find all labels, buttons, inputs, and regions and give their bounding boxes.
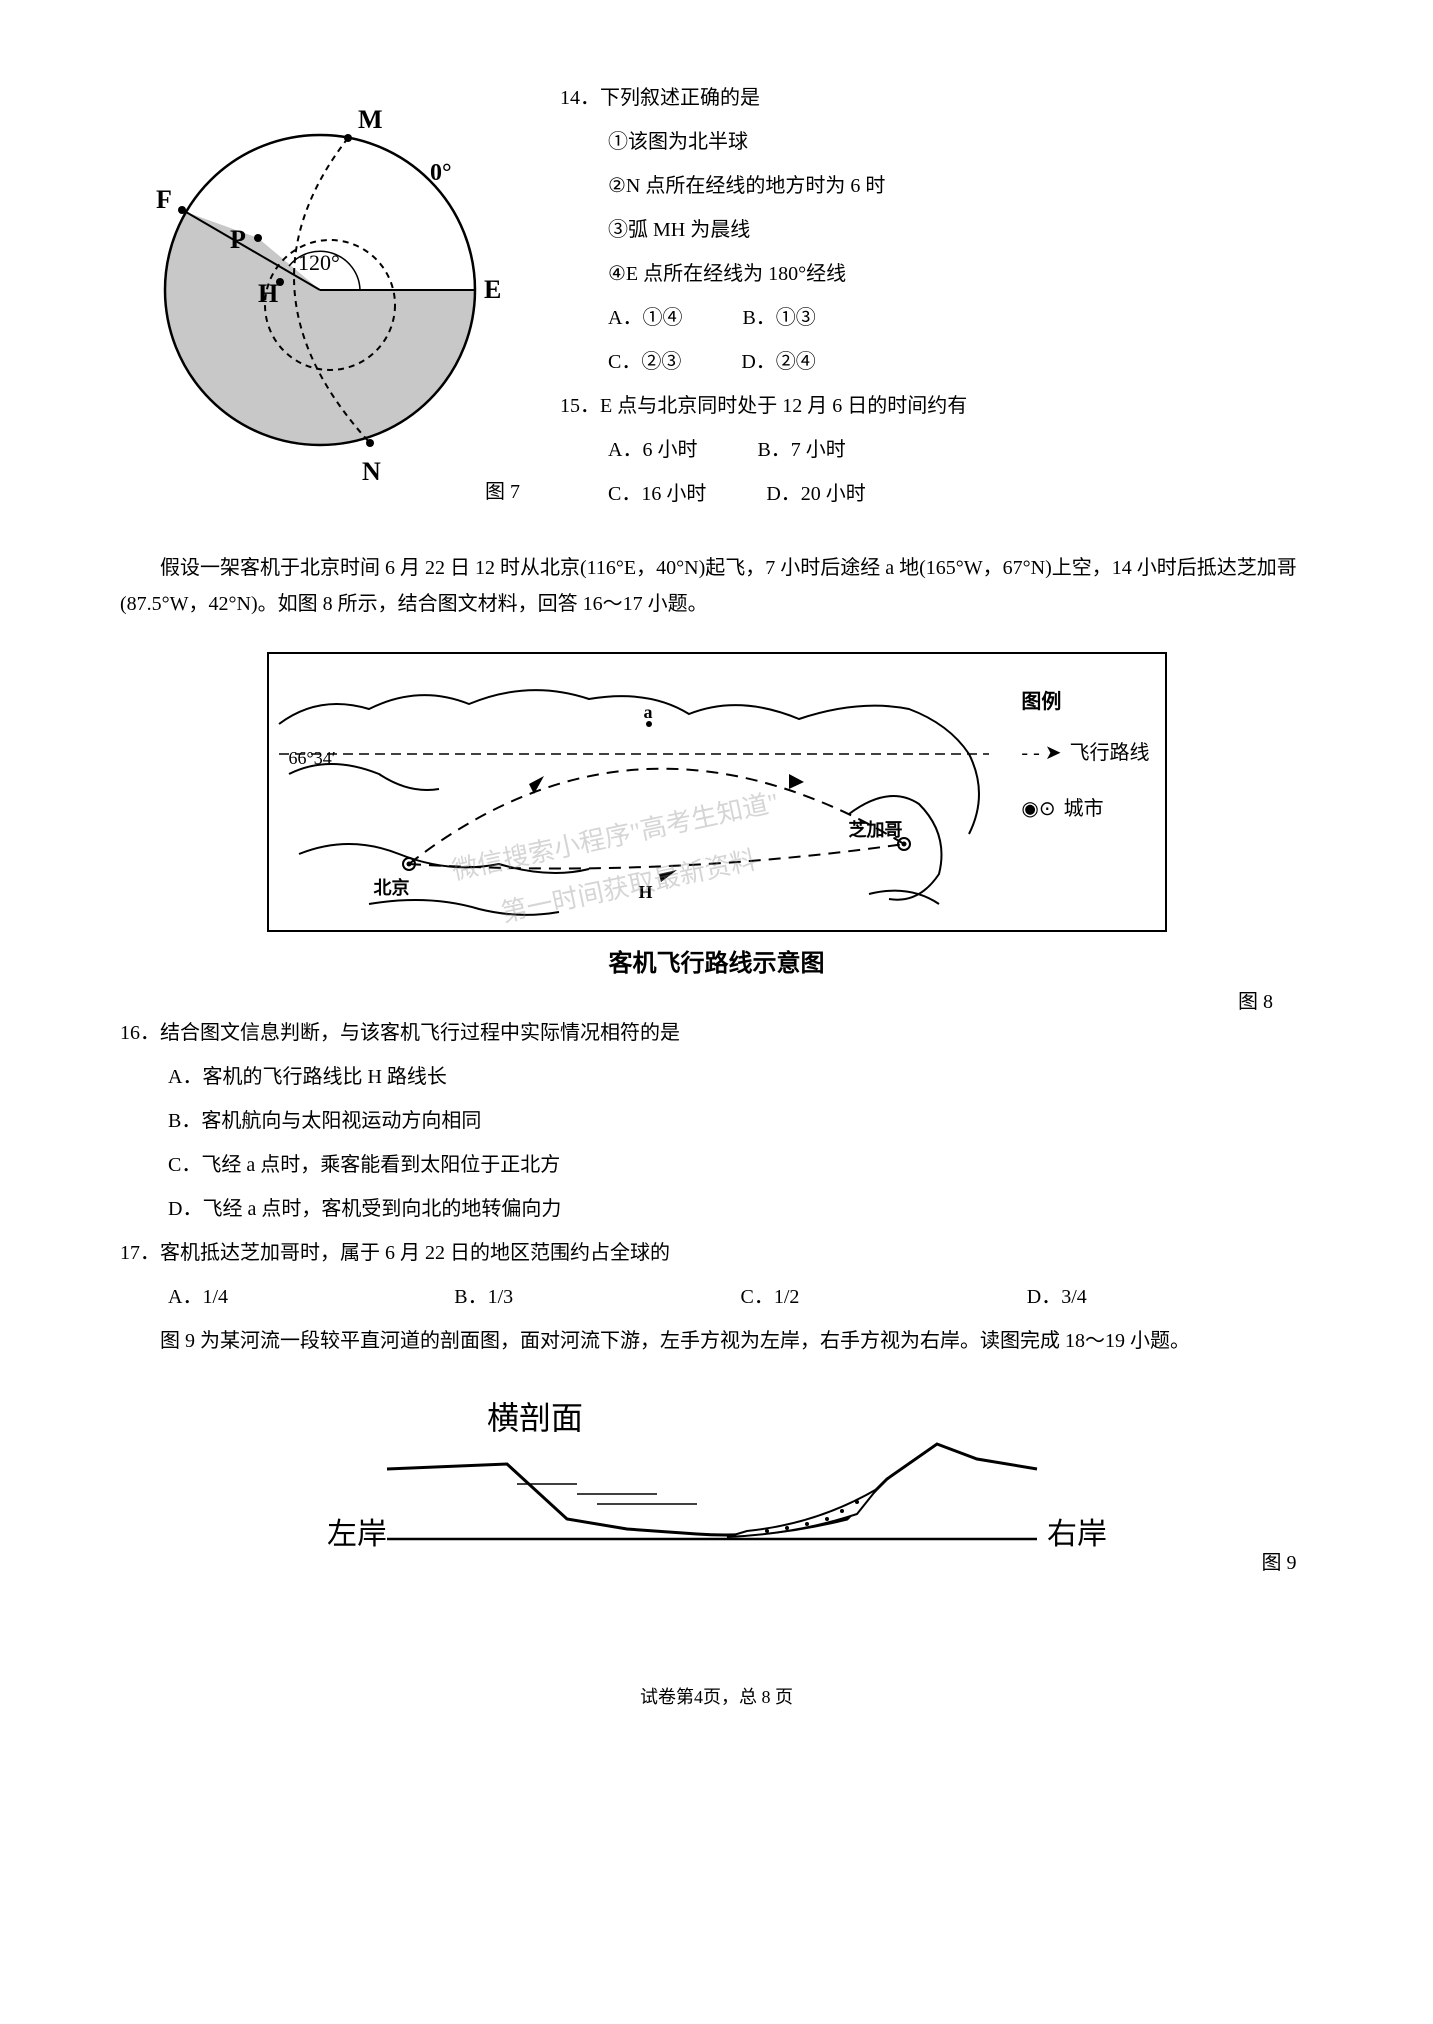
figure-8-title: 客机飞行路线示意图 xyxy=(120,942,1313,985)
svg-text:左岸: 左岸 xyxy=(327,1518,387,1551)
figure-9-container: 横剖面 左岸 右岸 图 9 xyxy=(317,1389,1117,1601)
q14-sub4: ④E 点所在经线为 180°经线 xyxy=(560,256,1313,292)
q17-option-b: B．1/3 xyxy=(454,1279,740,1315)
map-route-h: H xyxy=(639,876,653,908)
q14-option-d: D．②④ xyxy=(741,344,815,380)
q17-stem: 17．客机抵达芝加哥时，属于 6 月 22 日的地区范围约占全球的 xyxy=(120,1235,1313,1271)
q14-sub1: ①该图为北半球 xyxy=(560,124,1313,160)
page-footer: 试卷第4页，总 8 页 xyxy=(120,1681,1313,1713)
figure-7-diagram: M F P H E N 0° 120° xyxy=(120,80,520,500)
q16-stem-text: 结合图文信息判断，与该客机飞行过程中实际情况相符的是 xyxy=(160,1022,680,1044)
q15-stem: 15．E 点与北京同时处于 12 月 6 日的时间约有 xyxy=(560,388,1313,424)
map-lat-label: 66°34′ xyxy=(289,742,336,774)
svg-text:F: F xyxy=(156,185,172,214)
figure-7-container: M F P H E N 0° 120° 图 7 xyxy=(120,80,540,520)
legend-title: 图例 xyxy=(1021,684,1149,720)
legend-route-label: 飞行路线 xyxy=(1070,735,1150,771)
map-city-chicago: 芝加哥 xyxy=(849,814,903,846)
q14-option-c: C．②③ xyxy=(608,344,681,380)
q15-option-c: C．16 小时 xyxy=(608,476,706,512)
q14-sub2: ②N 点所在经线的地方时为 6 时 xyxy=(560,168,1313,204)
fig9-title-text: 横剖面 xyxy=(487,1400,583,1436)
q14-stem: 14．下列叙述正确的是 xyxy=(560,80,1313,116)
map-legend: 图例 - - ➤ 飞行路线 ◉⊙ 城市 xyxy=(1021,684,1149,847)
q14-option-a: A．①④ xyxy=(608,300,682,336)
q16-option-d: D．飞经 a 点时，客机受到向北的地转偏向力 xyxy=(120,1191,1313,1227)
q17-option-a: A．1/4 xyxy=(168,1279,454,1315)
q15-option-a: A．6 小时 xyxy=(608,432,697,468)
q14-sub3: ③弧 MH 为晨线 xyxy=(560,212,1313,248)
figure-7-label: 图 7 xyxy=(485,474,520,510)
q14-option-b: B．①③ xyxy=(742,300,815,336)
q14-number: 14． xyxy=(560,87,600,109)
figure-9-svg: 横剖面 左岸 右岸 xyxy=(317,1389,1117,1589)
svg-text:120°: 120° xyxy=(298,250,340,275)
svg-text:H: H xyxy=(258,279,278,308)
svg-text:E: E xyxy=(484,275,501,304)
svg-text:P: P xyxy=(230,225,246,254)
svg-text:N: N xyxy=(362,457,381,486)
q15-number: 15． xyxy=(560,395,600,417)
figure-8-map: 66°34′ a 北京 芝加哥 H 图例 - - ➤ 飞行路线 ◉⊙ 城市 微信… xyxy=(267,652,1167,932)
legend-city-label: 城市 xyxy=(1064,791,1104,827)
figure-8-label: 图 8 xyxy=(1238,984,1273,1020)
q15-stem-text: E 点与北京同时处于 12 月 6 日的时间约有 xyxy=(600,395,967,417)
q16-option-b: B．客机航向与太阳视运动方向相同 xyxy=(120,1103,1313,1139)
q15-option-b: B．7 小时 xyxy=(757,432,845,468)
q16-option-c: C．飞经 a 点时，乘客能看到太阳位于正北方 xyxy=(120,1147,1313,1183)
q16-option-a: A．客机的飞行路线比 H 路线长 xyxy=(120,1059,1313,1095)
q16-stem: 16．结合图文信息判断，与该客机飞行过程中实际情况相符的是 xyxy=(120,1015,1313,1051)
svg-text:右岸: 右岸 xyxy=(1047,1518,1107,1551)
figure-9-label: 图 9 xyxy=(1262,1545,1297,1581)
q15-option-d: D．20 小时 xyxy=(766,476,865,512)
passage-2: 假设一架客机于北京时间 6 月 22 日 12 时从北京(116°E，40°N)… xyxy=(120,550,1313,622)
q16-number: 16． xyxy=(120,1022,160,1044)
legend-route-icon: - - ➤ xyxy=(1021,735,1061,771)
q14-stem-text: 下列叙述正确的是 xyxy=(600,87,760,109)
svg-text:0°: 0° xyxy=(430,160,452,186)
map-point-a: a xyxy=(644,696,653,728)
svg-text:M: M xyxy=(358,105,383,134)
q17-stem-text: 客机抵达芝加哥时，属于 6 月 22 日的地区范围约占全球的 xyxy=(160,1242,670,1264)
q17-number: 17． xyxy=(120,1242,160,1264)
passage-3: 图 9 为某河流一段较平直河道的剖面图，面对河流下游，左手方视为左岸，右手方视为… xyxy=(120,1323,1313,1359)
map-city-beijing: 北京 xyxy=(374,872,410,904)
q17-option-d: D．3/4 xyxy=(1027,1279,1313,1315)
figure-8-container: 66°34′ a 北京 芝加哥 H 图例 - - ➤ 飞行路线 ◉⊙ 城市 微信… xyxy=(120,652,1313,985)
q17-option-c: C．1/2 xyxy=(741,1279,1027,1315)
legend-city-icon: ◉⊙ xyxy=(1021,791,1055,827)
